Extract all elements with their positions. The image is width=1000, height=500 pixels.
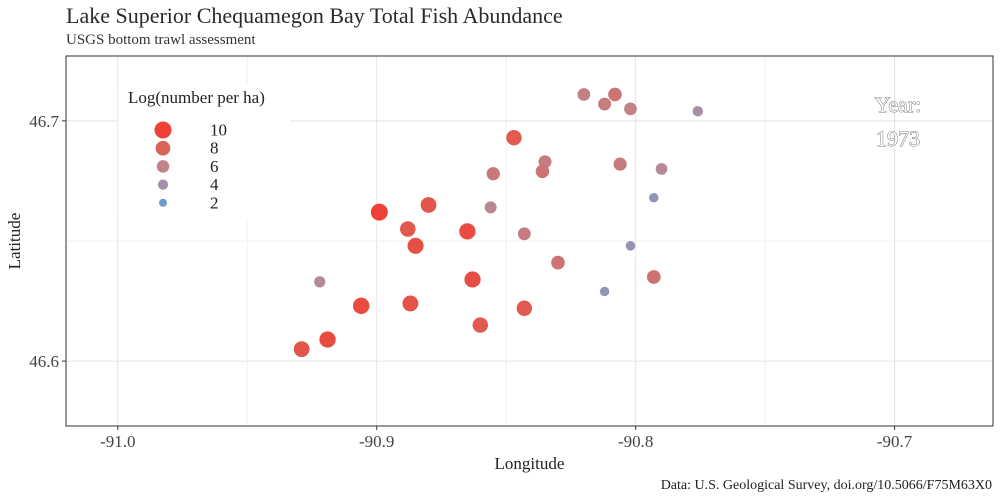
x-tick-label: -90.9 (359, 432, 394, 451)
data-point (472, 317, 489, 333)
legend-key-10 (154, 121, 172, 139)
data-point (352, 297, 370, 315)
data-point (598, 97, 612, 111)
legend-label-8: 8 (210, 139, 219, 158)
data-point (420, 197, 437, 213)
x-tick-label: -91.0 (100, 432, 135, 451)
data-point (692, 106, 704, 117)
data-points (293, 87, 704, 357)
x-tick-label: -90.8 (618, 432, 653, 451)
y-tick-label: 46.7 (29, 112, 59, 131)
data-point (486, 167, 500, 181)
legend-background (118, 84, 290, 219)
x-tick-label: -90.7 (877, 432, 913, 451)
legend-label-4: 4 (210, 175, 219, 194)
year-annotation: Year: 1973 (874, 92, 922, 152)
data-point (655, 163, 668, 175)
data-point (646, 270, 661, 284)
legend-label-2: 2 (210, 193, 219, 212)
data-point (599, 286, 610, 297)
chart-title: Lake Superior Chequamegon Bay Total Fish… (66, 3, 563, 28)
legend-key-8 (155, 140, 171, 156)
data-point (613, 157, 627, 171)
year-value: 1973 (876, 126, 920, 151)
x-axis-title: Longitude (495, 454, 565, 473)
data-point (400, 221, 416, 237)
data-point (506, 129, 522, 146)
data-point (577, 88, 591, 101)
legend-key-4 (157, 179, 169, 190)
data-point (649, 193, 659, 203)
data-point (625, 241, 636, 251)
data-point (459, 223, 476, 240)
y-tick-label: 46.6 (29, 352, 59, 371)
legend-label-6: 6 (210, 157, 219, 176)
legend-key-2 (159, 198, 167, 207)
plot-panel-border (65, 55, 994, 427)
data-point (407, 237, 424, 254)
legend-title: Log(number per ha) (128, 88, 265, 107)
data-point (535, 164, 550, 179)
chart-subtitle: USGS bottom trawl assessment (66, 32, 256, 48)
data-point (402, 295, 419, 312)
legend-key-6 (156, 160, 170, 173)
axes: -91.0 -90.9 -90.8 -90.7 46.6 46.7 Longitude Lat… (5, 112, 913, 473)
y-axis-title: Latitude (5, 213, 24, 270)
data-point (624, 102, 637, 116)
data-point (464, 271, 481, 288)
data-point (551, 255, 565, 270)
year-label: Year: (875, 92, 922, 117)
data-point (516, 300, 533, 316)
data-point (484, 201, 497, 214)
chart-caption: Data: U.S. Geological Survey, doi.org/10… (660, 478, 992, 493)
data-point (314, 276, 326, 288)
legend-label-10: 10 (210, 121, 227, 140)
data-point (370, 203, 388, 221)
data-point (517, 227, 531, 241)
data-point (293, 341, 310, 357)
data-point (608, 87, 622, 102)
data-point (319, 331, 336, 348)
